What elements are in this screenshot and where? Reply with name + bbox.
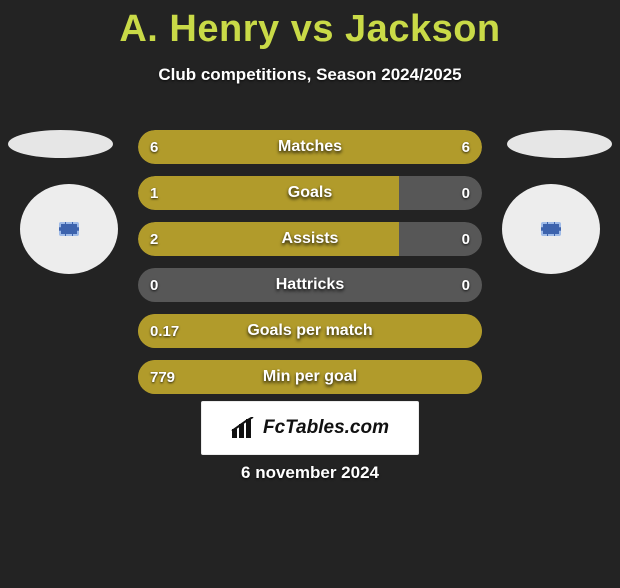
stat-row: 0.17Goals per match: [138, 314, 482, 348]
stat-row: 10Goals: [138, 176, 482, 210]
placeholder-badge-icon: [59, 222, 79, 236]
stat-row: 779Min per goal: [138, 360, 482, 394]
stat-label: Hattricks: [138, 268, 482, 302]
brand-logo-icon: [231, 417, 257, 439]
stat-label: Goals: [138, 176, 482, 210]
player-avatar-left: [20, 184, 118, 274]
stat-label: Min per goal: [138, 360, 482, 394]
stat-label: Assists: [138, 222, 482, 256]
comparison-card: A. Henry vs Jackson Club competitions, S…: [0, 8, 620, 588]
stat-label: Matches: [138, 130, 482, 164]
stat-bars: 66Matches 10Goals 20Assists 00Hattricks 0.17…: [138, 130, 482, 406]
club-ellipse-right: [507, 130, 612, 158]
vs-text: vs: [291, 8, 334, 50]
stat-row: 66Matches: [138, 130, 482, 164]
stat-row: 20Assists: [138, 222, 482, 256]
stat-label: Goals per match: [138, 314, 482, 348]
placeholder-badge-icon: [541, 222, 561, 236]
date-text: 6 november 2024: [0, 463, 620, 483]
page-title: A. Henry vs Jackson: [0, 8, 620, 51]
stat-row: 00Hattricks: [138, 268, 482, 302]
subtitle: Club competitions, Season 2024/2025: [0, 65, 620, 85]
player-avatar-right: [502, 184, 600, 274]
player-left-name: A. Henry: [119, 8, 279, 50]
player-right-name: Jackson: [345, 8, 501, 50]
brand-box: FcTables.com: [201, 401, 419, 455]
brand-text: FcTables.com: [263, 417, 389, 439]
club-ellipse-left: [8, 130, 113, 158]
